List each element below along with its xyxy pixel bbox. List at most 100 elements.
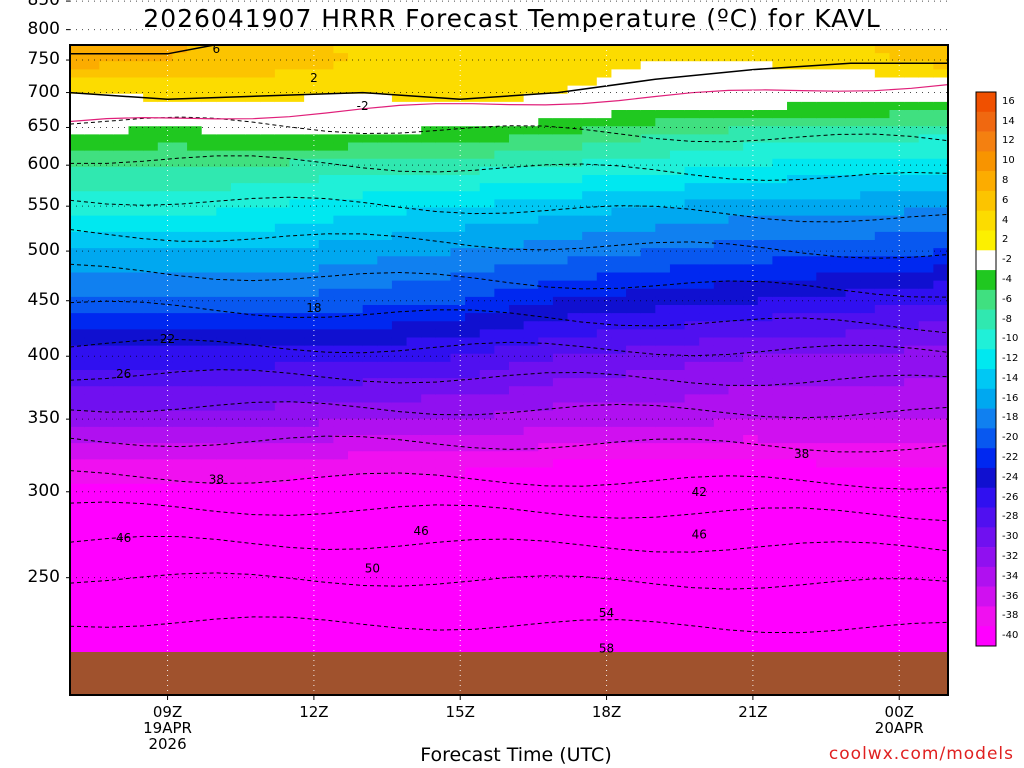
heat-cell <box>245 296 261 306</box>
heat-cell <box>684 101 700 111</box>
heat-cell <box>230 508 247 517</box>
heat-cell <box>113 101 130 111</box>
heat-cell <box>406 467 422 477</box>
heat-cell <box>860 166 876 176</box>
heat-cell <box>640 581 656 590</box>
heat-cell <box>860 410 876 420</box>
heat-cell <box>918 524 934 534</box>
heat-cell <box>216 191 232 200</box>
heat-cell <box>201 353 217 363</box>
heat-cell <box>318 402 334 412</box>
heat-cell <box>245 475 261 485</box>
heat-cell <box>84 418 100 428</box>
heat-cell <box>143 418 159 428</box>
heat-cell <box>523 410 539 420</box>
heat-cell <box>918 361 934 371</box>
heat-cell <box>304 166 320 176</box>
heat-cell <box>318 248 334 257</box>
heat-cell <box>99 313 115 322</box>
heat-cell <box>684 305 700 314</box>
heat-cell <box>523 630 539 639</box>
heat-cell <box>655 402 671 412</box>
heat-cell <box>172 426 188 436</box>
heat-cell <box>70 402 86 412</box>
heat-cell <box>216 532 232 542</box>
heat-cell <box>201 613 217 623</box>
heat-cell <box>70 483 86 493</box>
heat-cell <box>787 207 803 217</box>
heat-cell <box>84 69 100 79</box>
heat-cell <box>874 565 891 574</box>
heat-cell <box>318 272 334 282</box>
heat-cell <box>333 556 349 566</box>
heat-cell <box>640 597 656 607</box>
heat-cell <box>304 451 320 460</box>
heat-cell <box>611 337 627 347</box>
heat-cell <box>230 459 247 469</box>
x-tick-label: 12Z <box>299 703 329 721</box>
heat-cell <box>728 101 744 111</box>
heat-cell <box>479 516 495 525</box>
heat-cell <box>479 101 495 111</box>
heat-cell <box>699 53 715 62</box>
heat-cell <box>743 621 759 631</box>
contour-label: 38 <box>794 447 809 461</box>
heat-cell <box>187 288 203 298</box>
heat-cell <box>684 175 700 184</box>
heat-cell <box>216 175 232 184</box>
heat-cell <box>494 77 510 87</box>
heat-cell <box>684 223 700 233</box>
heat-cell <box>713 61 730 70</box>
heat-cell <box>889 321 905 330</box>
heat-cell <box>626 45 642 54</box>
credit-link[interactable]: coolwx.com/models <box>828 744 1014 764</box>
heat-cell <box>333 199 349 209</box>
heat-cell <box>743 248 759 257</box>
heat-cell <box>596 77 613 87</box>
heat-cell <box>772 475 788 485</box>
heat-cell <box>143 134 159 144</box>
heat-cell <box>494 353 510 363</box>
heat-cell <box>274 605 291 615</box>
heat-cell <box>845 296 861 306</box>
heat-cell <box>70 361 86 371</box>
heat-cell <box>757 321 773 330</box>
heat-cell <box>230 565 247 574</box>
heat-cell <box>435 491 452 501</box>
heat-cell <box>801 272 817 282</box>
heat-cell <box>318 426 334 436</box>
heat-cell <box>348 321 364 330</box>
heat-cell <box>348 646 364 655</box>
heat-cell <box>860 207 876 217</box>
heat-cell <box>260 378 276 387</box>
heat-cell <box>479 231 495 241</box>
heat-cell <box>450 199 466 209</box>
heat-cell <box>230 191 247 200</box>
heat-cell <box>377 215 393 225</box>
heat-cell <box>391 370 408 379</box>
heat-cell <box>245 394 261 404</box>
heat-cell <box>728 378 744 387</box>
heat-cell <box>333 93 349 103</box>
heat-cell <box>113 256 130 265</box>
heat-cell <box>377 353 393 363</box>
heat-cell <box>538 426 554 436</box>
heat-cell <box>611 418 627 428</box>
heat-cell <box>494 280 510 290</box>
heat-cell <box>845 183 861 192</box>
heat-cell <box>245 166 261 176</box>
heat-cell <box>801 126 817 135</box>
heat-cell <box>509 410 525 420</box>
heat-cell <box>172 410 188 420</box>
colorbar-swatch <box>976 329 996 350</box>
heat-cell <box>260 402 276 412</box>
heat-cell <box>552 85 569 95</box>
heat-cell <box>933 378 948 387</box>
heat-cell <box>874 110 891 119</box>
heat-cell <box>362 110 378 119</box>
heat-cell <box>421 516 437 525</box>
heat-cell <box>274 101 291 111</box>
heat-cell <box>626 426 642 436</box>
heat-cell <box>318 329 334 339</box>
heat-cell <box>582 451 598 460</box>
